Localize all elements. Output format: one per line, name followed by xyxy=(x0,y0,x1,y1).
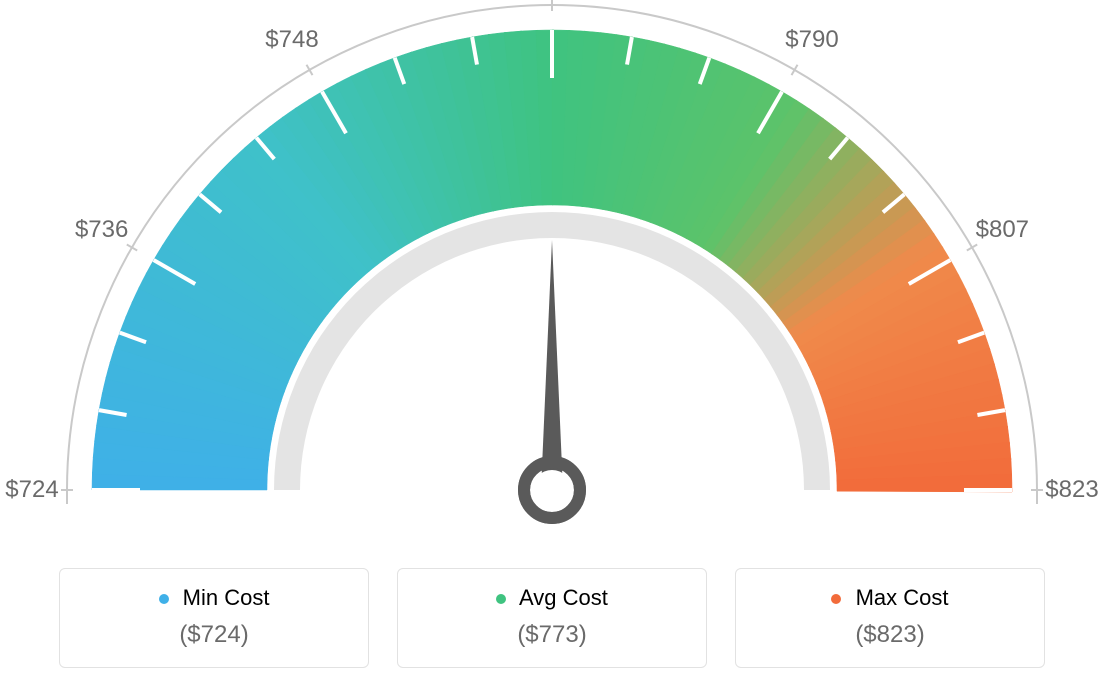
tick-label: $736 xyxy=(75,216,128,244)
gauge-svg xyxy=(0,0,1104,540)
dot-icon xyxy=(496,594,506,604)
legend-title-min: Min Cost xyxy=(60,585,368,611)
legend-label-max: Max Cost xyxy=(856,585,949,610)
legend-box-min: Min Cost ($724) xyxy=(59,568,369,668)
legend-title-max: Max Cost xyxy=(736,585,1044,611)
legend-value-max: ($823) xyxy=(736,621,1044,649)
gauge-chart: $724$736$748$773$790$807$823 xyxy=(0,0,1104,540)
dot-icon xyxy=(159,594,169,604)
tick-label: $724 xyxy=(5,476,58,504)
legend-row: Min Cost ($724) Avg Cost ($773) Max Cost… xyxy=(0,568,1104,668)
tick-label: $823 xyxy=(1045,476,1098,504)
tick-label: $790 xyxy=(785,26,838,54)
tick-label: $807 xyxy=(976,216,1029,244)
legend-value-avg: ($773) xyxy=(398,621,706,649)
legend-label-min: Min Cost xyxy=(183,585,270,610)
legend-label-avg: Avg Cost xyxy=(519,585,608,610)
legend-box-max: Max Cost ($823) xyxy=(735,568,1045,668)
tick-label: $748 xyxy=(265,26,318,54)
legend-value-min: ($724) xyxy=(60,621,368,649)
legend-title-avg: Avg Cost xyxy=(398,585,706,611)
legend-box-avg: Avg Cost ($773) xyxy=(397,568,707,668)
dot-icon xyxy=(831,594,841,604)
